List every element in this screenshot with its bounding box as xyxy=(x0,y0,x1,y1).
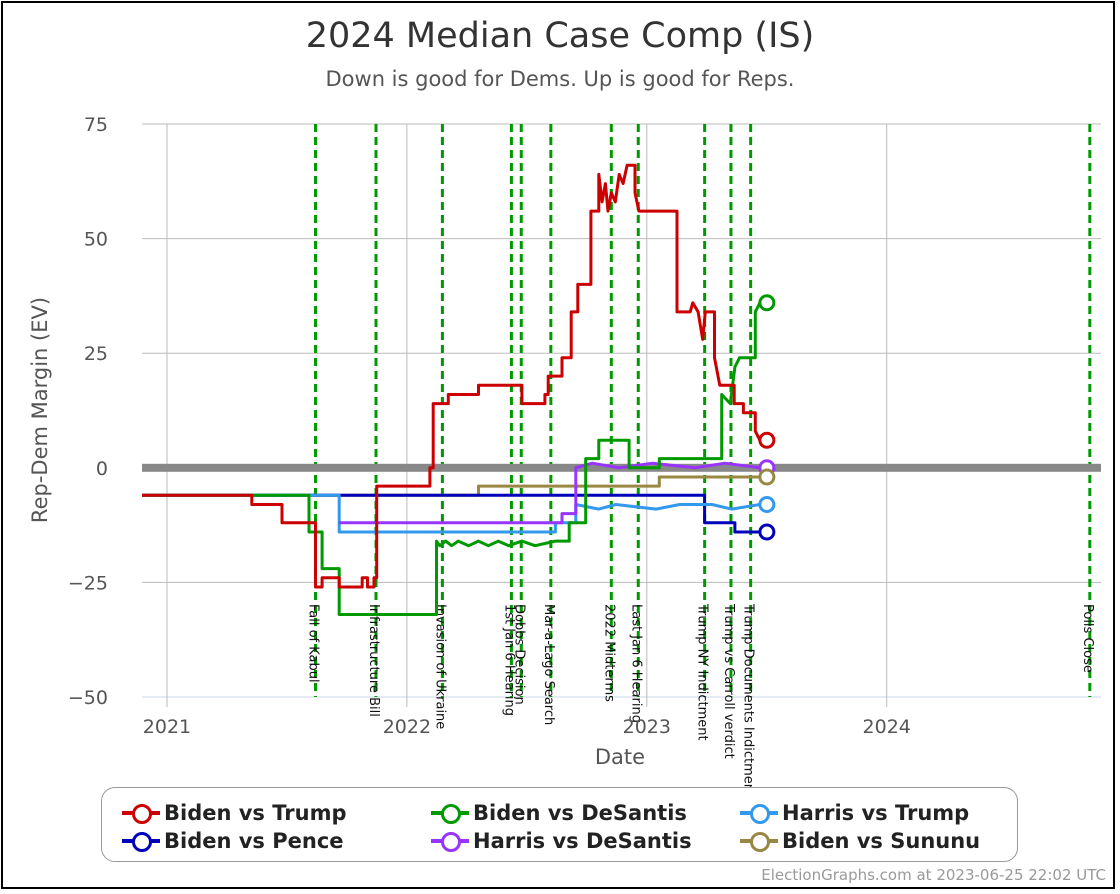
chart-subtitle: Down is good for Dems. Up is good for Re… xyxy=(326,67,795,91)
legend-label: Harris vs Trump xyxy=(782,801,970,825)
series-end-marker xyxy=(758,495,776,513)
event-label: 1st Jan 6 Hearing xyxy=(501,604,516,716)
series-end-marker xyxy=(758,294,776,312)
series-end-marker xyxy=(758,523,776,541)
event-label: Infrastructure Bill xyxy=(366,604,381,717)
legend-item[interactable]: Biden vs Sununu xyxy=(740,828,980,854)
y-axis-label: Rep-Dem Margin (EV) xyxy=(28,297,52,523)
legend-item[interactable]: Biden vs DeSantis xyxy=(431,800,687,826)
series-end-marker xyxy=(758,468,776,486)
series-line-harris-vs-trump xyxy=(142,493,761,534)
series-line-biden-vs-trump xyxy=(142,163,762,589)
legend-label: Harris vs DeSantis xyxy=(473,829,692,853)
x-axis-label: Date xyxy=(595,745,645,769)
legend-symbol-icon xyxy=(740,800,778,826)
event-label: Mar-a-Lago Search xyxy=(541,604,556,725)
legend-item[interactable]: Biden vs Trump xyxy=(122,800,346,826)
legend-item[interactable]: Harris vs Trump xyxy=(740,800,969,826)
event-label: Trump NY Indictment xyxy=(695,603,710,741)
y-tick-label: −50 xyxy=(68,687,108,709)
legend-label: Biden vs Pence xyxy=(164,829,344,853)
event-label: Trump Documents Indictment xyxy=(741,603,756,797)
y-tick-label: −25 xyxy=(68,572,108,594)
legend-label: Biden vs DeSantis xyxy=(473,801,687,825)
y-tick-label: 75 xyxy=(84,114,108,136)
legend-symbol-icon xyxy=(431,828,469,854)
legend-symbol-icon xyxy=(122,828,160,854)
series-line-harris-vs-desantis xyxy=(339,461,761,525)
x-tick-label: 2021 xyxy=(143,716,191,738)
y-tick-label: 50 xyxy=(84,229,108,251)
legend-label: Biden vs Sununu xyxy=(782,829,981,853)
legend-symbol-icon xyxy=(740,828,778,854)
event-label: Trump vs Carroll verdict xyxy=(721,603,736,759)
event-label: 2022 Midterms xyxy=(601,604,616,702)
legend-symbol-icon xyxy=(431,800,469,826)
series-line-biden-vs-pence xyxy=(142,493,760,534)
series-end-marker xyxy=(758,431,776,449)
legend-item[interactable]: Harris vs DeSantis xyxy=(431,828,692,854)
y-tick-label: 25 xyxy=(84,343,108,365)
x-tick-label: 2022 xyxy=(383,716,431,738)
event-label: Dobbs Decision xyxy=(511,604,526,705)
x-tick-label: 2024 xyxy=(863,716,911,738)
x-tick-label: 2023 xyxy=(623,716,671,738)
y-tick-label: 0 xyxy=(96,458,108,480)
legend-item[interactable]: Biden vs Pence xyxy=(122,828,344,854)
event-label: Invasion of Ukraine xyxy=(432,604,447,729)
legend-symbol-icon xyxy=(122,800,160,826)
legend xyxy=(101,787,1018,862)
event-label: Polls Close xyxy=(1080,604,1095,673)
event-label: Last Jan 6 Hearing xyxy=(628,604,643,723)
chart-title: 2024 Median Case Comp (IS) xyxy=(306,16,815,56)
legend-label: Biden vs Trump xyxy=(164,801,347,825)
series-line-biden-vs-sununu xyxy=(142,475,760,497)
credit-text: ElectionGraphs.com at 2023-06-25 22:02 U… xyxy=(761,866,1106,884)
event-label: Fall of Kabul xyxy=(306,604,321,683)
series-line-biden-vs-desantis xyxy=(142,302,762,616)
